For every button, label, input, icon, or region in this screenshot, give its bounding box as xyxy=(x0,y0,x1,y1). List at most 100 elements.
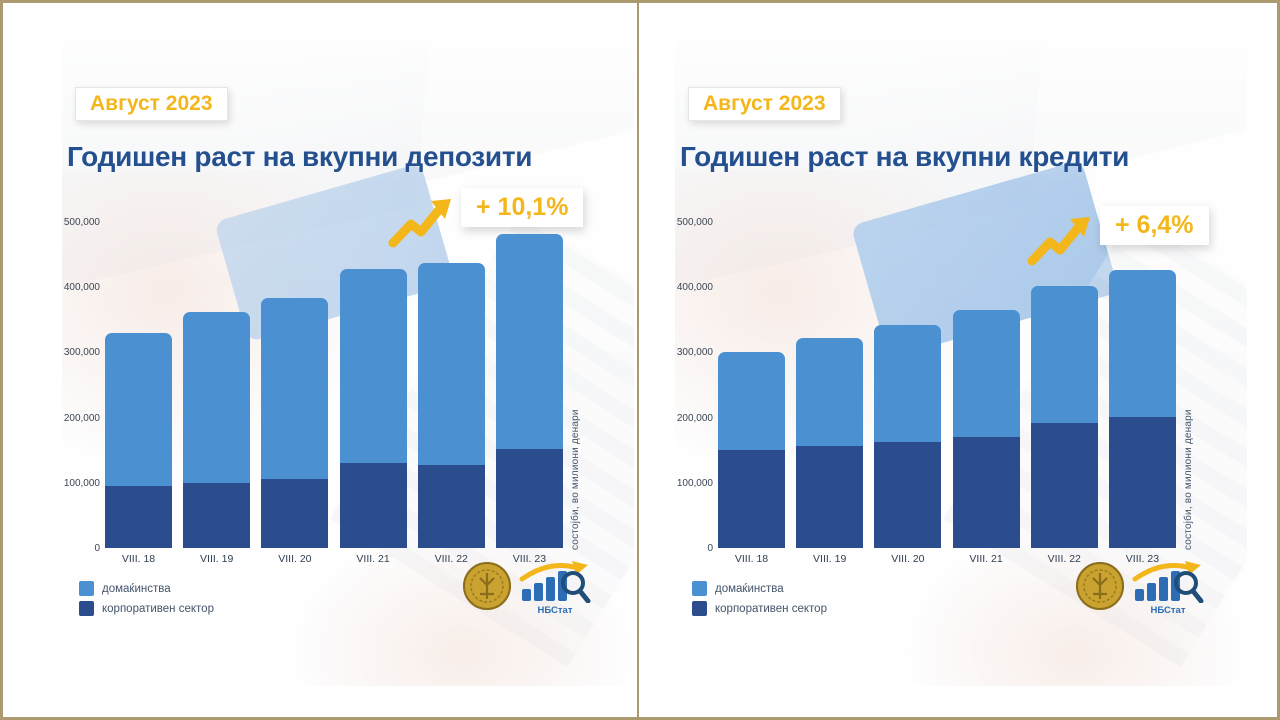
stacked-bar xyxy=(261,298,329,548)
y-axis-labels: 500,000 400,000 300,000 200,000 100,000 0 xyxy=(62,217,100,554)
bar-segment-households xyxy=(718,352,785,450)
bar-segment-households xyxy=(1030,286,1098,423)
nbstat-logo: НБСтат xyxy=(518,561,592,616)
bar-segment-households xyxy=(183,312,251,483)
y-tick-label: 500,000 xyxy=(676,217,713,228)
households-swatch xyxy=(692,581,707,596)
corporate-swatch xyxy=(692,601,707,616)
legend: домаќинства корпоративен сектор xyxy=(79,581,214,621)
y-tick-label: 200,000 xyxy=(676,413,713,424)
x-tick-label: VIII. 18 xyxy=(121,553,156,565)
corporate-swatch xyxy=(79,601,94,616)
y-tick-label: 300,000 xyxy=(676,347,713,358)
legend-label: корпоративен сектор xyxy=(715,602,827,615)
bars-area xyxy=(105,222,563,548)
y-tick-label: 100,000 xyxy=(676,478,713,489)
y-tick-label: 200,000 xyxy=(63,413,100,424)
stacked-bar xyxy=(796,338,864,548)
bar-segment-households xyxy=(261,298,329,479)
bar-segment-corporate xyxy=(339,463,407,548)
growth-value-box: + 10,1% xyxy=(461,188,584,227)
y-tick-label: 300,000 xyxy=(63,347,100,358)
x-tick-label: VIII. 20 xyxy=(278,553,312,565)
bars-area xyxy=(718,222,1176,548)
x-tick-label: VIII. 19 xyxy=(813,553,847,565)
stacked-bar xyxy=(183,312,251,548)
bar-segment-households xyxy=(874,325,942,442)
bar-segment-households xyxy=(339,269,407,463)
date-badge-label: Август 2023 xyxy=(90,92,213,115)
x-tick-label: VIII. 23 xyxy=(1125,553,1160,565)
bar-segment-households xyxy=(1108,270,1176,417)
x-tick-label: VIII. 23 xyxy=(512,553,547,565)
legend-label: домаќинства xyxy=(102,582,171,595)
logos: НБСтат xyxy=(1075,561,1205,616)
stacked-bar xyxy=(105,333,172,548)
stacked-bar xyxy=(1030,286,1098,548)
x-tick-label: VIII. 18 xyxy=(734,553,769,565)
bar-segment-corporate xyxy=(261,479,329,548)
stacked-bar xyxy=(1108,270,1176,548)
y-tick-label: 400,000 xyxy=(63,282,100,293)
y-tick-label: 500,000 xyxy=(63,217,100,228)
date-badge: Август 2023 xyxy=(688,87,841,121)
bar-segment-corporate xyxy=(417,465,485,548)
panel-loans: Август 2023 Годишен раст на вкупни креди… xyxy=(675,40,1247,686)
stacked-bar-chart: 500,000 400,000 300,000 200,000 100,000 0 VII… xyxy=(62,217,634,565)
x-tick-label: VIII. 19 xyxy=(200,553,234,565)
x-tick-label: VIII. 20 xyxy=(891,553,925,565)
up-trend-arrow-icon xyxy=(388,199,451,248)
y-tick-label: 400,000 xyxy=(676,282,713,293)
x-tick-label: VIII. 21 xyxy=(356,553,390,565)
stacked-bar xyxy=(952,310,1020,548)
nbrm-coin-logo xyxy=(1076,562,1124,610)
bar-segment-corporate xyxy=(952,437,1020,548)
chart-title: Годишен раст на вкупни депозити xyxy=(67,141,533,172)
chart-title: Годишен раст на вкупни кредити xyxy=(680,141,1130,172)
nbstat-chart-magnifier-icon xyxy=(1132,561,1204,604)
bar-segment-corporate xyxy=(796,446,864,548)
x-axis-labels: VIII. 18 VIII. 19 VIII. 20 VIII. 21 VIII. 22… xyxy=(105,553,563,565)
legend-item-households: домаќинства xyxy=(692,581,827,596)
x-tick-label: VIII. 22 xyxy=(434,553,468,565)
bar-segment-households xyxy=(952,310,1020,437)
legend-item-corporate: корпоративен сектор xyxy=(79,601,214,616)
growth-value: + 6,4% xyxy=(1115,211,1194,239)
bar-segment-corporate xyxy=(718,450,785,548)
nbstat-label: НБСтат xyxy=(537,605,573,616)
growth-annotation: + 10,1% xyxy=(388,188,584,250)
up-trend-arrow-icon xyxy=(1027,217,1090,266)
bar-segment-households xyxy=(105,333,172,486)
bar-segment-households xyxy=(495,234,563,449)
stacked-bar xyxy=(874,325,942,548)
x-axis-labels: VIII. 18 VIII. 19 VIII. 20 VIII. 21 VIII. 22… xyxy=(718,553,1176,565)
stacked-bar xyxy=(718,352,785,548)
x-tick-label: VIII. 21 xyxy=(969,553,1003,565)
bar-segment-corporate xyxy=(105,486,172,548)
y-tick-label: 0 xyxy=(94,543,100,554)
y-tick-label: 100,000 xyxy=(63,478,100,489)
axis-unit-note: состојби, во милиони денари xyxy=(570,409,581,550)
y-axis-labels: 500,000 400,000 300,000 200,000 100,000 0 xyxy=(675,217,713,554)
y-tick-label: 0 xyxy=(707,543,713,554)
growth-annotation: + 6,4% xyxy=(1027,206,1209,268)
stacked-bar xyxy=(417,263,485,548)
logos: НБСтат xyxy=(462,561,592,616)
bar-segment-households xyxy=(796,338,864,446)
legend-label: корпоративен сектор xyxy=(102,602,214,615)
panel-deposits: Август 2023 Годишен раст на вкупни депоз… xyxy=(62,40,634,686)
date-badge-label: Август 2023 xyxy=(703,92,826,115)
bar-segment-corporate xyxy=(1108,417,1176,548)
growth-value: + 10,1% xyxy=(476,193,569,221)
legend-item-households: домаќинства xyxy=(79,581,214,596)
date-badge: Август 2023 xyxy=(75,87,228,121)
stacked-bar xyxy=(495,234,563,548)
nbstat-label: НБСтат xyxy=(1150,605,1186,616)
bar-segment-corporate xyxy=(495,449,563,548)
stacked-bar-chart: 500,000 400,000 300,000 200,000 100,000 0 VII… xyxy=(675,217,1247,565)
growth-value-box: + 6,4% xyxy=(1100,206,1209,245)
nbstat-logo: НБСтат xyxy=(1131,561,1205,616)
legend: домаќинства корпоративен сектор xyxy=(692,581,827,621)
bar-segment-corporate xyxy=(1030,423,1098,548)
